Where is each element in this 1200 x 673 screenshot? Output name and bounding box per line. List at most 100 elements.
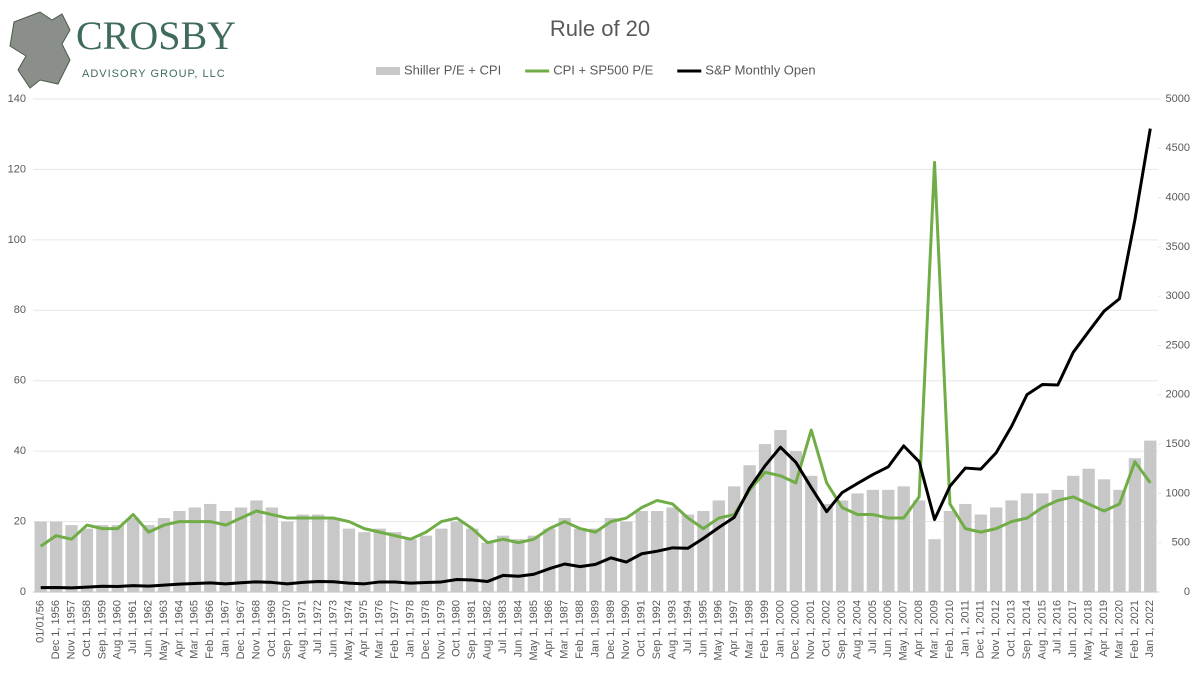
x-tick-label: May 1, 1963 xyxy=(158,600,170,661)
x-tick-label: Aug 1, 1982 xyxy=(482,600,494,659)
x-tick-label: Jun 1, 2017 xyxy=(1067,600,1079,658)
x-tick-label: Jun 1, 1973 xyxy=(327,600,339,658)
logo: CROSBY ADVISORY GROUP, LLC xyxy=(9,11,236,89)
y-tick-label: 140 xyxy=(8,93,26,105)
bar xyxy=(974,514,987,592)
bar xyxy=(234,507,248,592)
y2-tick-label: 0 xyxy=(1184,586,1190,598)
y-tick-label: 60 xyxy=(14,375,26,387)
y2-tick-label: 3000 xyxy=(1166,290,1190,302)
x-tick-label: Feb 1, 1977 xyxy=(389,600,401,659)
x-tick-label: Nov 1, 1968 xyxy=(250,600,262,659)
x-tick-label: Apr 1, 1997 xyxy=(728,600,740,657)
y2-tick-label: 4500 xyxy=(1166,142,1190,154)
line xyxy=(40,128,1152,590)
x-tick-label: Jun 1, 1962 xyxy=(142,600,154,658)
x-tick-label: Jul 1, 1983 xyxy=(497,600,509,654)
bar xyxy=(1082,468,1095,592)
x-tick-label: Nov 1, 1979 xyxy=(435,600,447,659)
x-tick-label: Apr 1, 1986 xyxy=(543,600,555,657)
x-tick-label: Apr 1, 2019 xyxy=(1098,600,1110,657)
y2-tick-label: 2000 xyxy=(1166,389,1190,401)
x-tick-label: Feb 1, 1988 xyxy=(574,600,586,659)
bar xyxy=(435,528,448,592)
bar xyxy=(250,500,263,592)
line xyxy=(39,160,1152,548)
y-tick-label: 100 xyxy=(8,234,26,246)
bar xyxy=(373,528,386,592)
x-tick-label: Aug 1, 1960 xyxy=(112,600,124,659)
x-tick-label: Mar 1, 2020 xyxy=(1113,600,1125,659)
x-tick-label: Nov 1, 2012 xyxy=(990,600,1002,659)
x-tick-label: Dec 1, 1989 xyxy=(605,600,617,659)
bar xyxy=(789,451,803,592)
bar xyxy=(589,528,602,592)
x-tick-label: Aug 1, 1971 xyxy=(297,600,309,659)
y-tick-label: 120 xyxy=(8,163,26,175)
y-tick-label: 40 xyxy=(14,445,26,457)
bar xyxy=(80,528,94,592)
bar xyxy=(327,518,340,592)
bar xyxy=(466,528,479,592)
bar xyxy=(1020,493,1034,592)
bar xyxy=(943,511,957,592)
bar xyxy=(928,539,941,592)
x-tick-label: Dec 1, 2000 xyxy=(790,600,802,659)
bar xyxy=(558,518,571,592)
x-tick-label: Dec 1, 1967 xyxy=(235,600,247,659)
x-tick-label: Jan 1, 1967 xyxy=(220,600,232,658)
bar xyxy=(142,525,155,592)
y2-tick-label: 1500 xyxy=(1166,438,1190,450)
bar xyxy=(604,518,618,592)
bar xyxy=(404,539,417,592)
bar xyxy=(758,444,772,592)
bar xyxy=(543,528,556,592)
x-tick-label: Oct 1, 1980 xyxy=(451,600,463,657)
bar xyxy=(358,532,371,592)
bar xyxy=(573,528,587,592)
chart-title: Rule of 20 xyxy=(550,16,650,41)
bar xyxy=(496,535,510,592)
x-tick-label: Mar 1, 1965 xyxy=(189,600,201,659)
x-tick-label: Nov 1, 1990 xyxy=(620,600,632,659)
x-tick-label: Oct 1, 2002 xyxy=(821,600,833,657)
x-tick-label: Sep 1, 1959 xyxy=(96,600,108,659)
bar xyxy=(65,525,78,592)
x-tick-label: May 1, 1974 xyxy=(343,600,355,661)
x-tick-label: Aug 1, 2004 xyxy=(851,600,863,659)
x-tick-label: Jan 1, 1989 xyxy=(589,600,601,658)
bar xyxy=(281,521,294,592)
logo-name: CROSBY xyxy=(76,13,236,58)
bar xyxy=(219,511,232,592)
x-tick-label: Jul 1, 1961 xyxy=(127,600,139,654)
x-tick-label: Dec 1, 1956 xyxy=(50,600,62,659)
x-tick-label: Sep 1, 1992 xyxy=(651,600,663,659)
bar xyxy=(820,503,833,592)
y2-tick-label: 500 xyxy=(1172,537,1190,549)
x-tick-label: Jul 1, 1972 xyxy=(312,600,324,654)
x-tick-label: 01/01/56 xyxy=(35,600,47,643)
x-tick-label: Jan 1, 2000 xyxy=(774,600,786,658)
x-tick-label: Oct 1, 1991 xyxy=(636,600,648,657)
bar xyxy=(1113,489,1126,592)
x-tick-label: Aug 1, 1993 xyxy=(666,600,678,659)
bar xyxy=(959,503,972,592)
bar xyxy=(1097,479,1111,592)
logo-icon xyxy=(9,11,71,89)
x-tick-label: Apr 1, 1964 xyxy=(173,600,185,657)
bar xyxy=(1036,493,1049,592)
x-tick-label: Mar 1, 2009 xyxy=(928,600,940,659)
bar xyxy=(620,521,633,592)
bar xyxy=(1051,489,1064,592)
x-tick-label: Jun 1, 1995 xyxy=(697,600,709,658)
bar xyxy=(635,511,648,592)
bar xyxy=(265,507,279,592)
bar xyxy=(527,535,541,592)
bar xyxy=(728,486,741,592)
y-tick-label: 20 xyxy=(14,515,26,527)
bar xyxy=(481,542,494,592)
x-tick-label: Mar 1, 1987 xyxy=(559,600,571,659)
bar xyxy=(681,514,695,592)
x-tick-label: Oct 1, 1969 xyxy=(266,600,278,657)
bar xyxy=(49,521,63,592)
